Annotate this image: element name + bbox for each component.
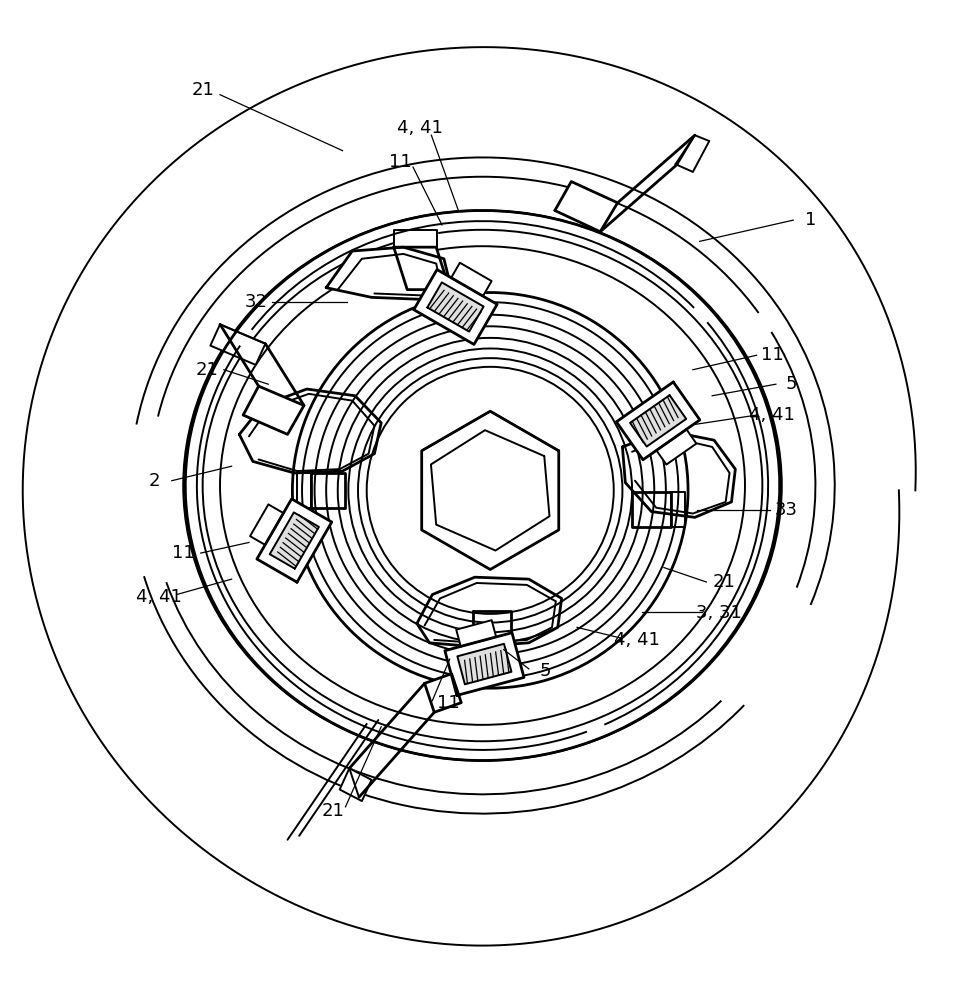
Text: 4, 41: 4, 41 [614,631,660,649]
Polygon shape [297,473,311,508]
Text: 11: 11 [760,346,784,364]
Text: 3, 31: 3, 31 [696,604,742,622]
Polygon shape [456,620,496,646]
Text: 5: 5 [539,662,551,680]
Text: 5: 5 [786,375,797,393]
Polygon shape [340,768,372,801]
Polygon shape [656,429,697,465]
Polygon shape [632,492,671,527]
Polygon shape [239,389,381,473]
Polygon shape [394,230,437,247]
Polygon shape [311,473,345,508]
Text: 32: 32 [244,293,267,311]
Text: 21: 21 [191,81,214,99]
Polygon shape [270,512,318,569]
Polygon shape [617,382,700,460]
Polygon shape [630,395,686,447]
Text: 4, 41: 4, 41 [136,588,182,606]
Text: 21: 21 [196,361,219,379]
Text: 33: 33 [775,501,798,519]
Polygon shape [452,263,491,296]
Text: 21: 21 [321,802,345,820]
Polygon shape [445,633,524,695]
Text: 4, 41: 4, 41 [749,406,795,424]
Text: 1: 1 [805,211,816,229]
Polygon shape [422,411,559,569]
Polygon shape [457,644,511,684]
Polygon shape [326,247,452,299]
Polygon shape [257,499,332,582]
Text: 4, 41: 4, 41 [397,119,443,137]
Polygon shape [622,431,735,517]
Polygon shape [210,324,265,365]
Polygon shape [671,492,685,527]
Text: 11: 11 [437,694,460,712]
Text: 21: 21 [712,573,735,591]
Polygon shape [425,674,461,712]
Polygon shape [676,135,709,172]
Polygon shape [427,282,483,332]
Text: 2: 2 [149,472,160,490]
Polygon shape [555,182,618,232]
Polygon shape [417,577,562,647]
Polygon shape [473,611,511,647]
Polygon shape [414,270,497,344]
Polygon shape [394,247,450,290]
Polygon shape [250,504,284,545]
Polygon shape [243,386,304,434]
Text: 11: 11 [172,544,195,562]
Text: 11: 11 [389,153,412,171]
Polygon shape [473,647,511,662]
